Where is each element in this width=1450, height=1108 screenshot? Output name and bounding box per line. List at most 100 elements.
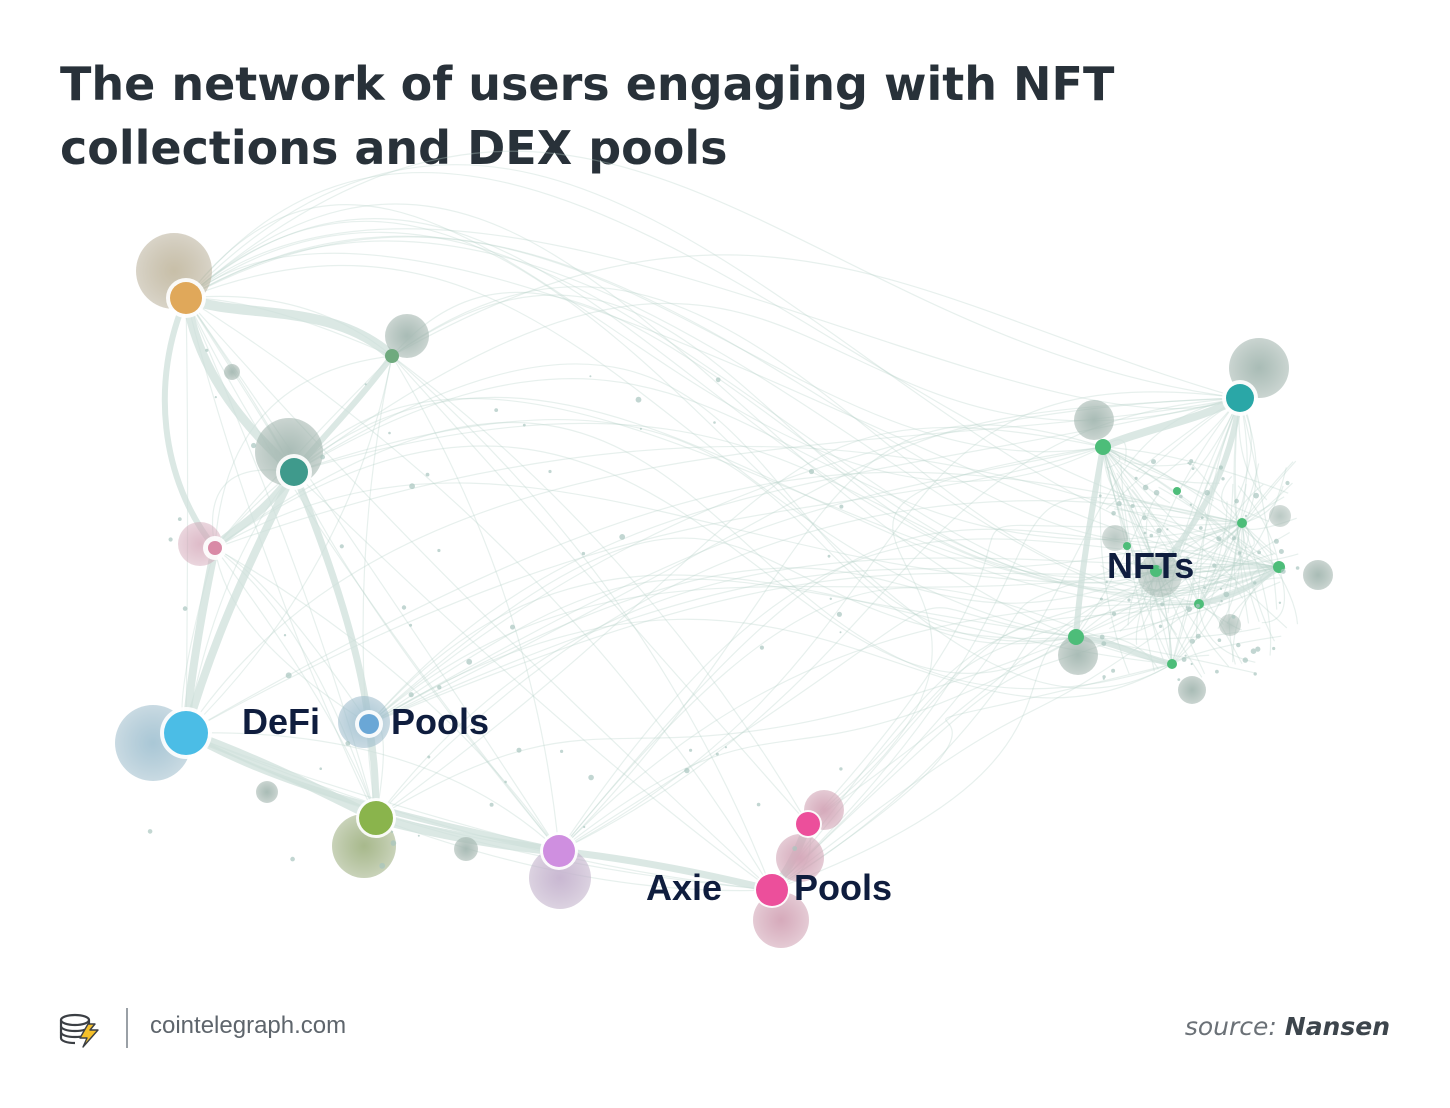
scatter-dot bbox=[619, 534, 626, 540]
edge bbox=[1140, 397, 1241, 630]
edge bbox=[293, 378, 1243, 540]
scatter-dot bbox=[1185, 557, 1190, 561]
edge bbox=[1149, 522, 1243, 604]
scatter-dot bbox=[409, 483, 415, 490]
scatter-dot bbox=[1184, 654, 1187, 657]
edge bbox=[1239, 397, 1278, 610]
scatter-dot bbox=[1158, 624, 1163, 628]
edge bbox=[214, 445, 1077, 674]
label-axie: Axie bbox=[646, 867, 722, 908]
scatter-dot bbox=[792, 846, 798, 851]
edge bbox=[558, 538, 1280, 852]
scatter-dot bbox=[1102, 677, 1105, 680]
edge bbox=[558, 424, 1104, 852]
scatter-dot bbox=[522, 423, 526, 427]
footer-site-link[interactable]: cointelegraph.com bbox=[150, 1012, 347, 1039]
edge bbox=[1102, 446, 1197, 467]
scatter-dot bbox=[1158, 565, 1162, 570]
edge bbox=[771, 496, 1243, 891]
scatter-dot bbox=[1195, 603, 1200, 608]
scatter-dot bbox=[1142, 515, 1147, 521]
edge bbox=[368, 537, 1077, 725]
scatter-dot bbox=[182, 606, 188, 611]
scatter-dot bbox=[1111, 611, 1117, 616]
edge bbox=[185, 218, 1280, 591]
scatter-dot bbox=[1111, 511, 1116, 516]
scatter-dot bbox=[1190, 662, 1193, 666]
edge bbox=[185, 732, 560, 852]
edge bbox=[1261, 566, 1286, 624]
edge bbox=[375, 636, 1077, 819]
edge bbox=[185, 297, 377, 819]
scatter-dot bbox=[1272, 646, 1276, 651]
scatter-dot bbox=[1151, 459, 1156, 465]
edge bbox=[214, 547, 370, 725]
edge bbox=[771, 603, 1200, 891]
edge bbox=[558, 603, 1200, 852]
scatter-dot bbox=[168, 537, 173, 542]
scatter-dot bbox=[251, 442, 257, 449]
cluster-nft-right bbox=[1303, 560, 1333, 590]
edge bbox=[185, 220, 1173, 689]
hub-defi bbox=[164, 711, 208, 755]
edge bbox=[1075, 509, 1147, 638]
scatter-dot bbox=[1198, 526, 1203, 530]
scatter-dot bbox=[1285, 480, 1290, 486]
hub-nft-left bbox=[1095, 439, 1111, 455]
scatter-dot bbox=[388, 431, 391, 435]
scatter-dot bbox=[409, 623, 413, 627]
edge bbox=[185, 297, 773, 891]
cluster-small-2 bbox=[454, 837, 478, 861]
edge bbox=[1168, 596, 1185, 665]
edge bbox=[558, 607, 1077, 852]
scatter-dot bbox=[1203, 586, 1206, 589]
scatter-dot bbox=[1212, 563, 1217, 568]
hub-defi-pools bbox=[359, 714, 379, 734]
edge bbox=[1228, 522, 1243, 665]
edge bbox=[1171, 635, 1282, 665]
label-defi-pools: Pools bbox=[391, 701, 489, 742]
hub-nft-c bbox=[1237, 518, 1247, 528]
source-name: Nansen bbox=[1284, 1012, 1390, 1041]
hub-nodes bbox=[164, 282, 1285, 906]
scatter-dot bbox=[839, 767, 843, 771]
cluster-nft-left bbox=[1074, 400, 1114, 440]
scatter-dot bbox=[581, 551, 586, 556]
edge bbox=[1102, 446, 1203, 678]
edge bbox=[391, 291, 1157, 584]
scatter-dot bbox=[1178, 494, 1183, 499]
edge bbox=[1237, 485, 1280, 568]
scatter-dot bbox=[1195, 633, 1201, 639]
scatter-dot bbox=[1189, 503, 1193, 506]
scatter-dot bbox=[1215, 669, 1219, 674]
scatter-dot bbox=[589, 375, 592, 378]
edge bbox=[391, 355, 809, 825]
edge bbox=[185, 240, 1280, 602]
scatter-dot bbox=[588, 774, 594, 781]
edge bbox=[362, 355, 393, 819]
edge bbox=[293, 363, 1077, 642]
edge bbox=[1102, 446, 1270, 522]
edge bbox=[1203, 509, 1280, 568]
edge bbox=[185, 446, 1104, 734]
scatter-dot bbox=[1253, 581, 1257, 585]
hub-axie bbox=[756, 874, 788, 906]
scatter-dot bbox=[1116, 501, 1122, 507]
cluster-top-small bbox=[385, 314, 429, 358]
edge bbox=[375, 500, 1243, 819]
edge bbox=[368, 578, 1077, 725]
edge bbox=[185, 355, 393, 734]
hub-nft-d bbox=[1173, 487, 1181, 495]
edge bbox=[368, 522, 1243, 725]
edge bbox=[1116, 551, 1280, 568]
scatter-dot bbox=[1273, 538, 1279, 544]
edge bbox=[1158, 486, 1280, 568]
scatter-dot bbox=[1220, 600, 1223, 603]
hub-magenta-top bbox=[796, 812, 820, 836]
edge bbox=[1171, 483, 1234, 665]
scatter-dot bbox=[715, 377, 721, 383]
scatter-dot bbox=[1255, 646, 1261, 652]
scatter-dot bbox=[339, 544, 344, 549]
scatter-dot bbox=[1127, 598, 1131, 602]
edge bbox=[185, 297, 189, 734]
